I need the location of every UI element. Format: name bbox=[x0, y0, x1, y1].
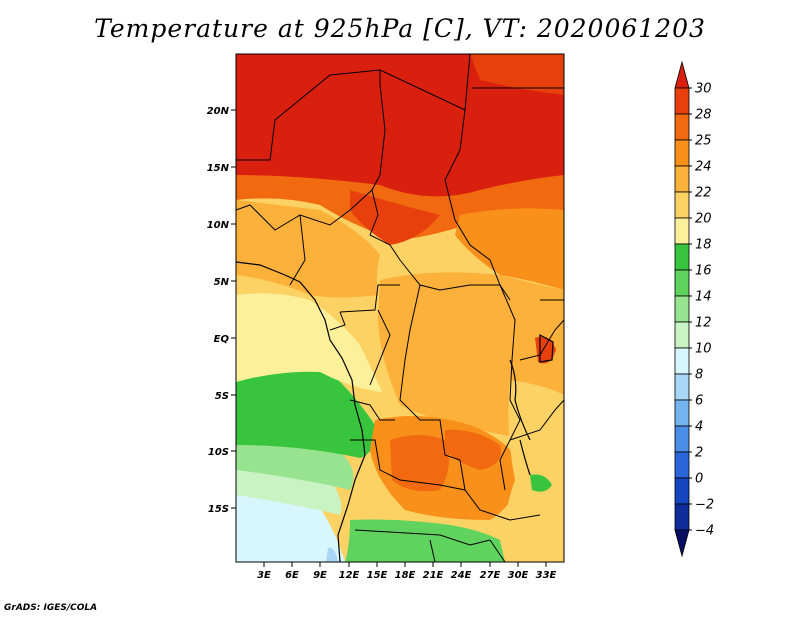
temperature-field bbox=[236, 54, 564, 562]
great-lakes bbox=[509, 333, 554, 476]
colorbar-swatch bbox=[674, 347, 690, 375]
sw-ocean-blue bbox=[326, 547, 338, 562]
gulf-of-guinea-region bbox=[236, 371, 376, 458]
lon-label: 21E bbox=[423, 570, 444, 581]
lon-label: 24E bbox=[451, 570, 472, 581]
colorbar-label: 24 bbox=[695, 160, 712, 175]
east-sahel-orange bbox=[455, 208, 564, 290]
lon-label: 33E bbox=[536, 570, 557, 581]
nw-orange-strip bbox=[470, 54, 564, 95]
colorbar-swatch bbox=[674, 217, 690, 245]
colorbar-label: 6 bbox=[695, 394, 703, 409]
colorbar-label: 30 bbox=[695, 82, 712, 97]
colorbar-swatch bbox=[674, 269, 690, 297]
coastline bbox=[236, 261, 366, 562]
colorbar-swatch bbox=[674, 373, 690, 401]
east-yellow bbox=[503, 380, 564, 562]
colorbar-label: 12 bbox=[695, 316, 712, 331]
longitude-labels: 3E 6E 9E 12E 15E 18E 21E 24E 27E 30E 33E bbox=[257, 570, 556, 581]
colorbar-swatch bbox=[674, 60, 690, 89]
lat-label: 10N bbox=[207, 220, 230, 231]
colorbar-label: 28 bbox=[695, 108, 712, 123]
colorbar-swatch bbox=[674, 477, 690, 505]
colorbar-label: 8 bbox=[695, 368, 703, 383]
colorbar-swatch bbox=[674, 529, 690, 558]
lon-label: 6E bbox=[285, 570, 299, 581]
lon-label: 27E bbox=[480, 570, 501, 581]
sahara-band-region bbox=[236, 54, 564, 197]
colorbar-swatch bbox=[674, 191, 690, 219]
west-africa-orange bbox=[236, 200, 380, 298]
lat-label: 10S bbox=[208, 447, 229, 458]
lon-label: 15E bbox=[367, 570, 388, 581]
colorbar-label: 20 bbox=[695, 212, 712, 227]
colorbar-swatch bbox=[674, 451, 690, 479]
colorbar-label: −2 bbox=[695, 498, 714, 513]
lat-label: 15N bbox=[207, 163, 230, 174]
lon-label: 12E bbox=[339, 570, 360, 581]
map-title: Temperature at 925hPa [C], VT: 202006120… bbox=[94, 14, 706, 43]
colorbar-label: 16 bbox=[695, 264, 712, 279]
lat-label: 5S bbox=[215, 391, 229, 402]
grads-credit: GrADS: IGES/COLA bbox=[4, 603, 98, 613]
colorbar-swatch bbox=[674, 321, 690, 349]
colorbar-label: 10 bbox=[695, 342, 712, 357]
central-sahel-red bbox=[350, 190, 440, 245]
colorbar-swatch bbox=[674, 425, 690, 453]
lon-label: 9E bbox=[313, 570, 327, 581]
map-frame bbox=[235, 53, 565, 563]
east-green-spot bbox=[530, 474, 552, 492]
colorbar-swatch bbox=[674, 87, 690, 115]
lat-label: 15S bbox=[208, 504, 229, 515]
colorbar-label: 2 bbox=[695, 446, 703, 461]
gulf-green-light bbox=[236, 440, 354, 490]
colorbar-label: 4 bbox=[695, 420, 703, 435]
lon-label: 30E bbox=[508, 570, 529, 581]
colorbar-swatch bbox=[674, 503, 690, 531]
axis-ticks bbox=[231, 109, 547, 567]
coastal-pale-yellow bbox=[236, 293, 382, 392]
colorbar-swatch bbox=[674, 399, 690, 427]
lon-label: 3E bbox=[257, 570, 271, 581]
colorbar-label: 18 bbox=[695, 238, 712, 253]
colorbar-swatch bbox=[674, 113, 690, 141]
colorbar-swatch bbox=[674, 243, 690, 271]
colorbar-label: −4 bbox=[695, 524, 714, 539]
namibia-green bbox=[345, 519, 505, 562]
colorbar-swatch bbox=[674, 165, 690, 193]
colorbar-swatch bbox=[674, 139, 690, 167]
latitude-labels: 20N 15N 10N 5N EQ 5S 10S 15S bbox=[207, 106, 230, 515]
lat-label: 20N bbox=[207, 106, 230, 117]
lat-label: EQ bbox=[214, 334, 230, 345]
lat-label: 5N bbox=[214, 277, 230, 288]
colorbar-label: 14 bbox=[695, 290, 712, 305]
colorbar-swatch bbox=[674, 295, 690, 323]
colorbar-label: 0 bbox=[695, 472, 703, 487]
angola-hot-patch bbox=[390, 435, 449, 492]
country-borders bbox=[236, 54, 564, 562]
colorbar-label: 22 bbox=[695, 186, 712, 201]
colorbar-label: 25 bbox=[695, 134, 712, 149]
lon-label: 18E bbox=[395, 570, 416, 581]
